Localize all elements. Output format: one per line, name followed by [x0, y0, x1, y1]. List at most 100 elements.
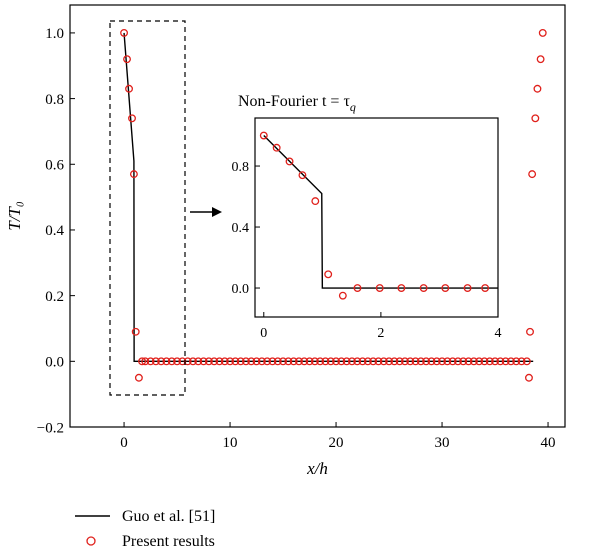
y-tick-label: 0.8 [45, 92, 64, 108]
point [215, 357, 224, 366]
point [385, 357, 393, 366]
point [305, 357, 314, 366]
y-axis-label: T/T₀ [5, 201, 24, 231]
point [332, 357, 340, 366]
point [298, 171, 307, 180]
x-tick-label: 0 [260, 326, 267, 341]
point [204, 357, 213, 366]
y-tick-label: 0.0 [45, 355, 64, 371]
point [536, 55, 545, 64]
point [400, 357, 409, 366]
y-tick-label: 0.4 [45, 223, 64, 239]
x-tick-label: 20 [329, 435, 344, 451]
point [125, 84, 133, 93]
point [469, 357, 478, 366]
point [347, 357, 356, 366]
point [295, 357, 303, 366]
point [194, 357, 203, 366]
point [353, 357, 362, 366]
point [123, 55, 131, 64]
point [210, 357, 219, 366]
point [390, 357, 399, 366]
point [252, 357, 261, 366]
point [353, 284, 362, 292]
point [526, 327, 534, 336]
point [146, 357, 155, 366]
point [326, 357, 335, 366]
point [259, 131, 268, 140]
point [416, 357, 425, 366]
point [427, 357, 436, 366]
point [236, 357, 245, 366]
point [273, 357, 282, 366]
point [167, 357, 176, 366]
title-text: Non-Fourier t = τ [238, 93, 350, 110]
point [522, 357, 531, 366]
title-subscript: q [350, 100, 356, 114]
line [263, 135, 498, 289]
point [173, 357, 182, 366]
point [375, 284, 384, 292]
point [220, 357, 229, 366]
point [226, 357, 235, 366]
point [284, 357, 293, 366]
point [438, 357, 446, 366]
point [151, 357, 160, 366]
point [419, 284, 428, 292]
x-axis-label: x/h [306, 459, 328, 478]
point [342, 357, 351, 366]
point [134, 373, 143, 382]
point [481, 284, 490, 292]
point [300, 357, 309, 366]
y-tick-label: 0.6 [45, 158, 64, 174]
point [279, 357, 288, 366]
zoom-box [109, 20, 186, 396]
point [374, 357, 383, 366]
point [138, 357, 147, 366]
arrow-head [212, 207, 222, 217]
point [528, 170, 537, 179]
point [316, 357, 325, 366]
point [448, 357, 457, 366]
point [311, 197, 320, 206]
point [463, 284, 472, 292]
y-tick-label: 0.0 [232, 282, 250, 297]
x-tick-label: 2 [377, 326, 384, 341]
plot-frame [254, 117, 499, 318]
point [247, 357, 256, 366]
point [411, 357, 420, 366]
legend-label: Guo et al. [51] [122, 508, 215, 525]
point [531, 114, 540, 123]
point [257, 357, 266, 366]
point [337, 357, 346, 366]
point [369, 357, 378, 366]
y-tick-label: 0.2 [45, 289, 64, 305]
point [525, 373, 533, 382]
point [358, 357, 367, 366]
point [395, 357, 404, 366]
point [289, 357, 298, 366]
point [443, 357, 452, 366]
point [285, 157, 294, 166]
point [475, 357, 484, 366]
point [517, 357, 526, 366]
point [501, 357, 510, 366]
point [432, 357, 441, 366]
point [480, 357, 489, 366]
y-tick-label: 0.4 [232, 221, 250, 236]
legend-marker [86, 536, 96, 546]
point [242, 357, 250, 366]
point [506, 357, 515, 366]
point [363, 357, 372, 366]
point [157, 357, 166, 366]
y-tick-label: 0.8 [232, 160, 250, 175]
point [178, 357, 187, 366]
point [129, 170, 138, 179]
point [310, 357, 319, 366]
point [422, 357, 431, 366]
x-tick-label: 0 [120, 435, 128, 451]
point [464, 357, 473, 366]
point [128, 114, 136, 123]
point [263, 357, 272, 366]
